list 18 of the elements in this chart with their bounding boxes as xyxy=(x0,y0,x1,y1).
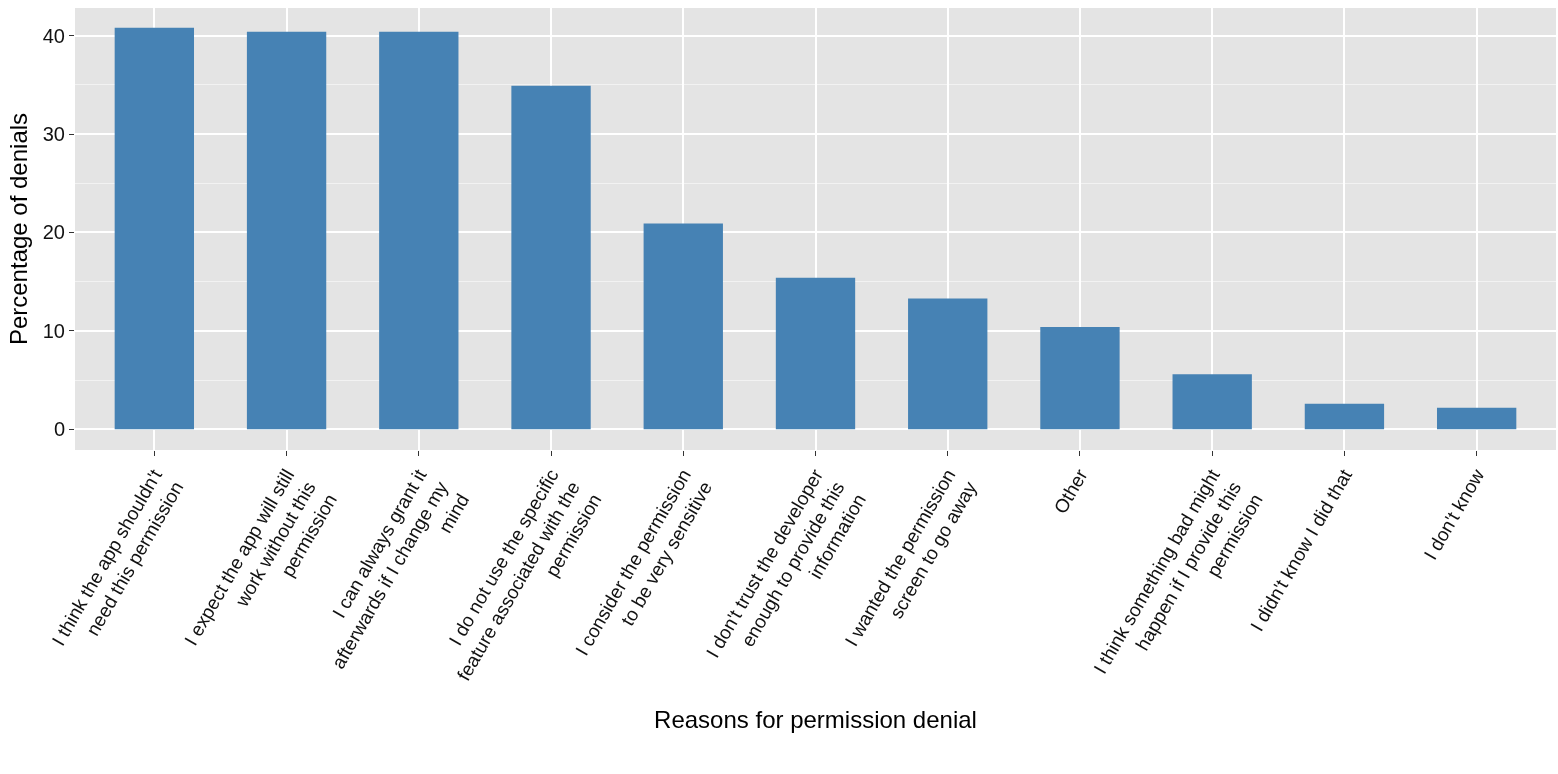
bar xyxy=(246,31,327,430)
x-axis-title: Reasons for permission denial xyxy=(654,706,977,734)
bar xyxy=(379,31,459,430)
y-tick-label: 20 xyxy=(42,221,65,244)
y-tick-label: 30 xyxy=(42,123,65,145)
bar xyxy=(1304,403,1385,430)
bar xyxy=(643,223,723,430)
bar xyxy=(1436,407,1517,430)
y-axis-title: Percentage of denials xyxy=(4,112,32,346)
bar xyxy=(511,85,591,430)
bar xyxy=(908,298,988,430)
bar xyxy=(1040,326,1120,430)
bar xyxy=(1172,374,1252,430)
y-tick-label: 10 xyxy=(42,319,65,342)
bar xyxy=(775,277,856,430)
bar xyxy=(114,27,195,430)
y-tick-label: 0 xyxy=(53,418,65,441)
y-tick-label: 40 xyxy=(42,24,65,47)
